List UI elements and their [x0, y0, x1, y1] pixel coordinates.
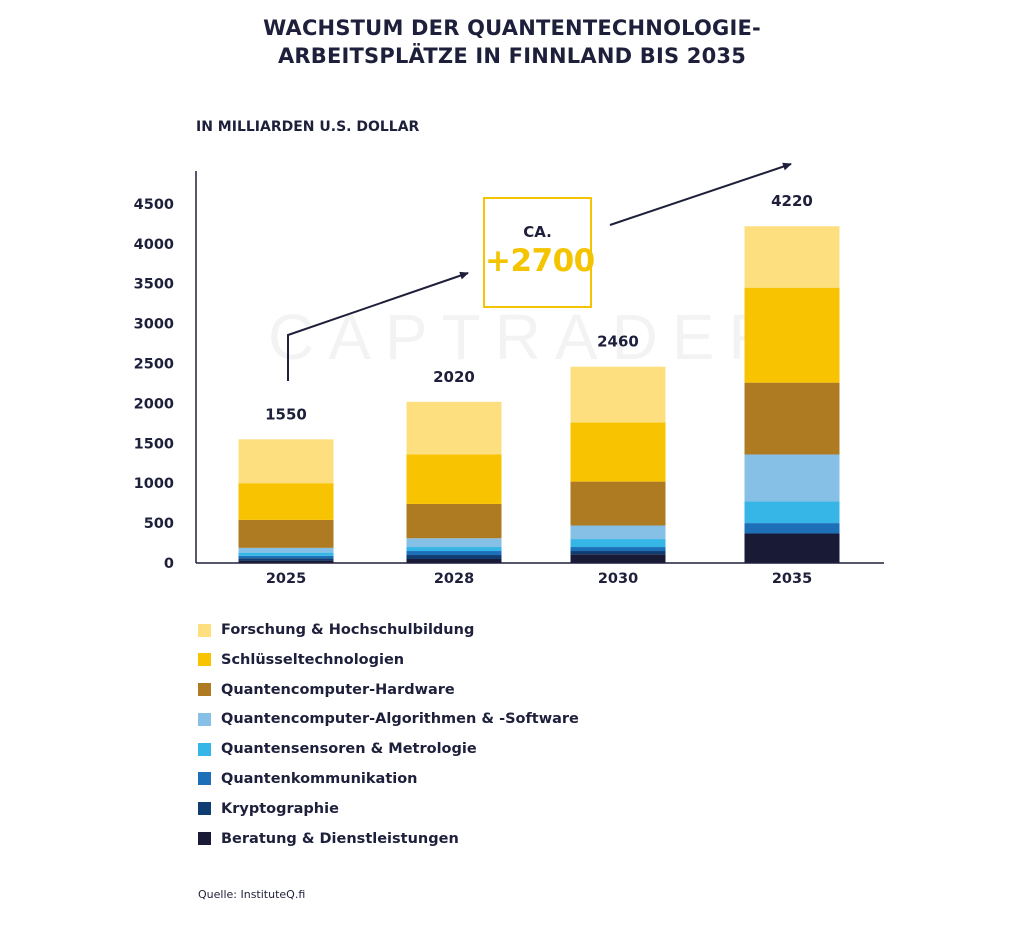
legend-label: Quantenkommunikation	[221, 770, 418, 787]
bar-segment	[744, 382, 840, 455]
y-tick-label: 1000	[134, 476, 174, 492]
y-tick-label: 3000	[134, 317, 174, 333]
bar-segment	[238, 552, 334, 556]
legend-item: Quantenkommunikation	[198, 769, 579, 789]
bar-segment	[570, 422, 666, 482]
legend-label: Schlüsseltechnologien	[221, 651, 405, 668]
bar-segment	[570, 551, 666, 555]
bar-segment	[570, 366, 666, 423]
bar-segment	[570, 547, 666, 552]
legend-label: Quantencomputer-Hardware	[221, 681, 455, 698]
bar-segment	[238, 439, 334, 484]
bar-segment	[406, 547, 502, 552]
legend-label: Quantensensoren & Metrologie	[221, 741, 477, 758]
legend-item: Quantencomputer-Algorithmen & -Software	[198, 709, 579, 729]
x-tick-label: 2025	[266, 571, 306, 587]
legend-item: Quantencomputer-Hardware	[198, 680, 579, 700]
y-tick-label: 3500	[134, 277, 174, 293]
legend-swatch	[198, 623, 211, 637]
y-tick-label: 500	[144, 516, 174, 532]
bar-segment	[744, 454, 840, 502]
bar-total-label: 2460	[597, 333, 639, 351]
legend-label: Beratung & Dienstleistungen	[221, 830, 459, 847]
y-tick-label: 2000	[134, 396, 174, 412]
x-tick-label: 2028	[434, 571, 474, 587]
bar-segment	[238, 547, 334, 553]
bar-segment	[570, 554, 666, 563]
y-tick-label: 4000	[134, 237, 174, 253]
growth-arrow-right	[609, 162, 792, 226]
y-tick-label: 0	[164, 556, 174, 572]
bar-segment	[744, 287, 840, 383]
legend: Forschung & Hochschulbildung Schlüsselte…	[198, 620, 579, 858]
growth-arrow-left	[287, 271, 469, 381]
x-tick-label: 2030	[598, 571, 638, 587]
chart-title-line-1: WACHSTUM DER QUANTENTECHNOLOGIE-	[263, 16, 761, 40]
bar-segment	[744, 523, 840, 534]
legend-swatch	[198, 712, 211, 726]
bar-total-label: 4220	[771, 192, 813, 210]
legend-item: Quantensensoren & Metrologie	[198, 739, 579, 759]
bar-segment	[406, 559, 502, 563]
legend-label: Quantencomputer-Algorithmen & -Software	[221, 711, 579, 728]
y-tick-label: 2500	[134, 357, 174, 373]
legend-label: Kryptographie	[221, 800, 339, 817]
unit-label: IN MILLIARDEN U.S. DOLLAR	[196, 119, 420, 135]
bar-segment	[238, 555, 334, 559]
bar-segment	[406, 401, 502, 455]
bar-total-label: 2020	[433, 368, 475, 386]
bar-segment	[406, 555, 502, 560]
bar-segment	[406, 454, 502, 504]
legend-swatch	[198, 832, 211, 846]
legend-swatch	[198, 772, 211, 786]
source-note: Quelle: InstituteQ.fi	[198, 888, 306, 901]
bar-segment	[238, 483, 334, 520]
bar-total-label: 1550	[265, 405, 307, 423]
legend-swatch	[198, 742, 211, 756]
legend-item: Beratung & Dienstleistungen	[198, 829, 579, 849]
bar-segment	[406, 503, 502, 539]
chart-title-line-2: ARBEITSPLÄTZE IN FINNLAND BIS 2035	[277, 44, 747, 68]
legend-swatch	[198, 653, 211, 667]
callout-prefix: CA.	[523, 223, 552, 241]
bar-segment	[406, 538, 502, 548]
bar-segment	[406, 551, 502, 556]
legend-item: Schlüsseltechnologien	[198, 650, 579, 670]
legend-item: Forschung & Hochschulbildung	[198, 620, 579, 640]
bar-segment	[570, 539, 666, 548]
bar-segment	[744, 533, 840, 563]
growth-callout: CA. +2700	[483, 197, 595, 308]
y-tick-label: 4500	[134, 197, 174, 213]
bar-segment	[238, 558, 334, 561]
bar-segment	[570, 481, 666, 526]
legend-label: Forschung & Hochschulbildung	[221, 622, 475, 638]
bar-segment	[570, 525, 666, 540]
legend-swatch	[198, 683, 211, 697]
callout-value: +2700	[485, 243, 595, 279]
bar-segment	[238, 560, 334, 563]
legend-swatch	[198, 802, 211, 816]
chart-title: WACHSTUM DER QUANTENTECHNOLOGIE- ARBEITS…	[0, 14, 1024, 70]
bar-segment	[744, 226, 840, 288]
legend-item: Kryptographie	[198, 799, 579, 819]
y-tick-label: 1500	[134, 436, 174, 452]
bar-segment	[744, 501, 840, 524]
bar-segment	[238, 519, 334, 548]
x-tick-label: 2035	[772, 571, 812, 587]
